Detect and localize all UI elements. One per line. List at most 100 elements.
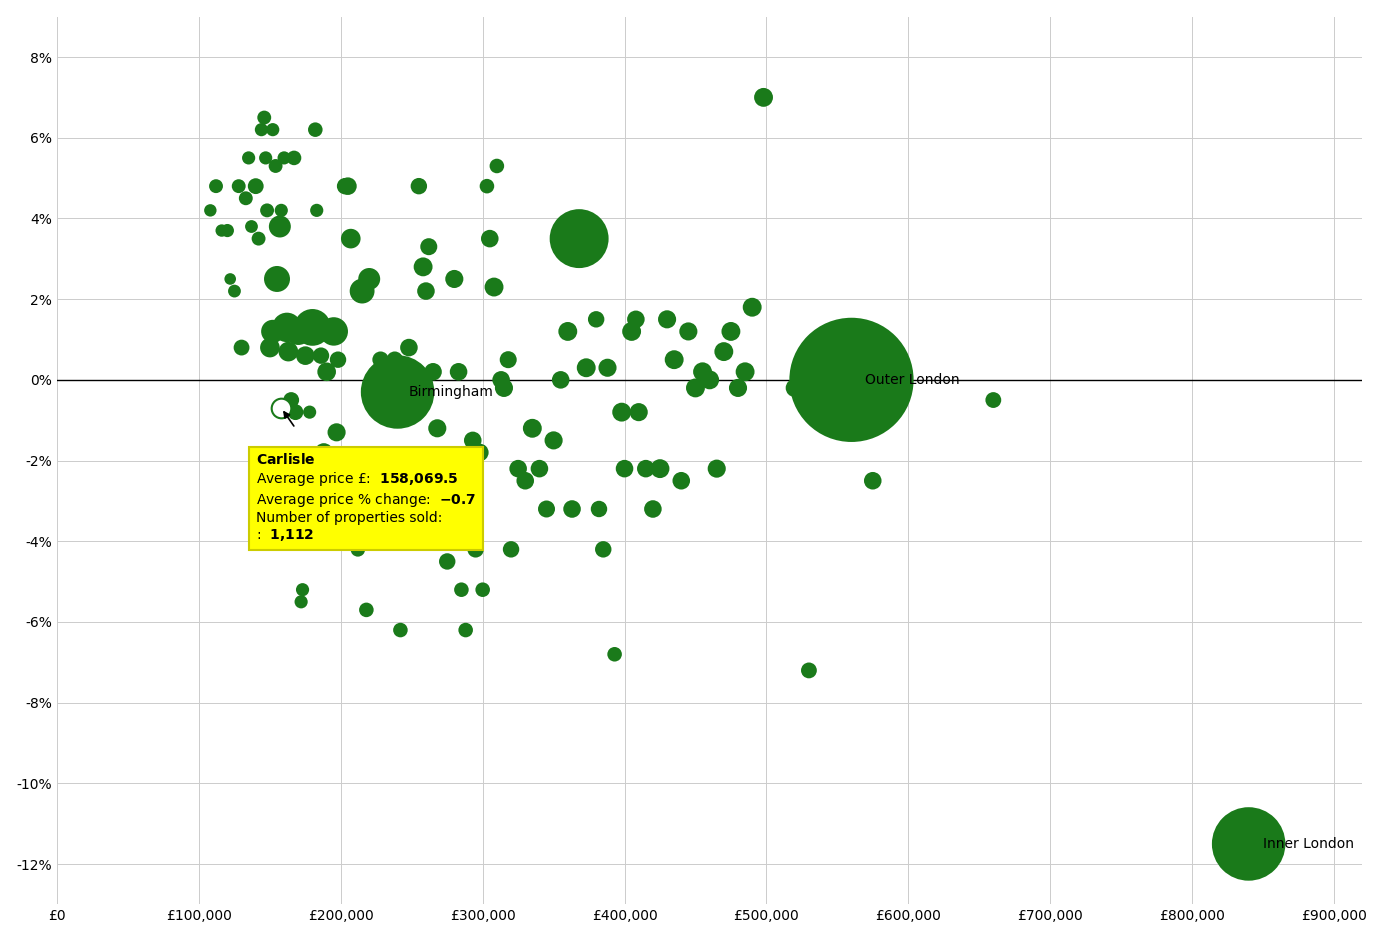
Point	[339, 231, 361, 246]
Point	[706, 462, 728, 477]
Point	[336, 179, 359, 194]
Point	[1237, 837, 1259, 852]
Point	[482, 279, 505, 294]
Point	[471, 582, 493, 597]
Point	[320, 462, 342, 477]
Point	[386, 384, 409, 400]
Point	[261, 324, 284, 339]
Point	[414, 284, 436, 299]
Point	[400, 462, 423, 477]
Point	[352, 284, 374, 299]
Point	[261, 122, 284, 137]
Point	[578, 243, 600, 258]
Point	[461, 433, 484, 448]
Point	[238, 150, 260, 165]
Point	[370, 352, 392, 368]
Point	[464, 541, 486, 556]
Point	[346, 541, 368, 556]
Point	[635, 462, 657, 477]
Point	[292, 582, 314, 597]
Point	[259, 340, 281, 355]
Point	[277, 344, 299, 359]
Point	[253, 110, 275, 125]
Text: Birmingham: Birmingham	[409, 385, 493, 399]
Point	[247, 231, 270, 246]
Point	[684, 381, 706, 396]
Point	[343, 462, 366, 477]
Point	[256, 203, 278, 218]
Point	[478, 231, 500, 246]
Point	[610, 404, 632, 419]
Point	[752, 90, 774, 105]
Point	[417, 239, 439, 254]
Point	[309, 473, 331, 488]
Point	[254, 150, 277, 165]
Point	[983, 393, 1005, 408]
Point	[720, 324, 742, 339]
Point	[288, 324, 310, 339]
Point	[649, 462, 671, 477]
Point	[691, 365, 713, 380]
Point	[325, 425, 348, 440]
Point	[624, 312, 646, 327]
Point	[734, 365, 756, 380]
Point	[217, 223, 239, 238]
Point	[268, 219, 291, 234]
Point	[322, 324, 345, 339]
Point	[334, 179, 356, 194]
Point	[224, 284, 246, 299]
Point	[329, 513, 352, 528]
Point	[514, 473, 537, 488]
Point	[306, 203, 328, 218]
Point	[549, 372, 571, 387]
Point	[592, 541, 614, 556]
Point	[361, 462, 384, 477]
Point	[596, 360, 619, 375]
Point	[441, 501, 463, 516]
Point	[485, 159, 507, 174]
Point	[375, 360, 398, 375]
Point	[270, 400, 292, 415]
Point	[285, 404, 307, 419]
Point	[356, 603, 378, 618]
Point	[727, 381, 749, 396]
Point	[603, 647, 626, 662]
Point	[299, 404, 321, 419]
Point	[313, 445, 335, 460]
Point	[398, 340, 420, 355]
Point	[455, 622, 477, 637]
Point	[310, 348, 332, 363]
Point	[436, 554, 459, 569]
Point	[475, 179, 498, 194]
Point	[798, 663, 820, 678]
Point	[327, 352, 349, 368]
Point	[279, 393, 302, 408]
Point	[220, 272, 242, 287]
Point	[542, 433, 564, 448]
Point	[498, 352, 520, 368]
Point	[291, 594, 313, 609]
Point	[199, 203, 221, 218]
Point	[521, 421, 543, 436]
Point	[628, 404, 651, 419]
Point	[210, 223, 232, 238]
Point	[430, 513, 452, 528]
Point	[318, 473, 341, 488]
Point	[677, 324, 699, 339]
Point	[457, 501, 480, 516]
Point	[535, 501, 557, 516]
Point	[663, 352, 685, 368]
Point	[411, 259, 434, 274]
Point	[432, 501, 455, 516]
Point	[304, 122, 327, 137]
Text: Outer London: Outer London	[866, 373, 960, 387]
Point	[562, 501, 584, 516]
Point	[407, 179, 430, 194]
Text: Inner London: Inner London	[1262, 837, 1354, 851]
Point	[784, 381, 806, 396]
Point	[316, 365, 338, 380]
Point	[528, 462, 550, 477]
Point	[642, 501, 664, 516]
Text: $\bf{Carlisle}$
Average price £:  $\bf{158{,}069.5}$
Average price % change:  $\: $\bf{Carlisle}$ Average price £: $\bf{15…	[256, 452, 477, 543]
Point	[862, 473, 884, 488]
